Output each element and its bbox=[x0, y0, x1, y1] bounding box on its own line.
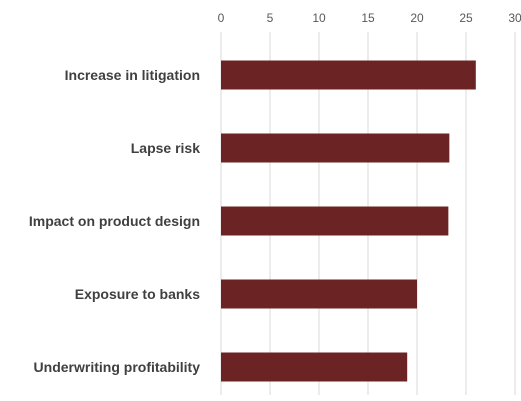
x-tick-label-25: 25 bbox=[459, 11, 473, 25]
x-tick-label-5: 5 bbox=[267, 11, 274, 25]
bar-exposure-to-banks bbox=[221, 279, 417, 309]
x-tick-label-20: 20 bbox=[410, 11, 424, 25]
x-tick-label-30: 30 bbox=[508, 11, 521, 25]
bar-lapse-risk bbox=[221, 133, 450, 163]
bar-increase-in-litigation bbox=[221, 60, 476, 90]
bars bbox=[221, 60, 476, 382]
bar-impact-on-product-design bbox=[221, 206, 449, 236]
x-axis-ticks: 0 5 10 15 20 25 30 bbox=[218, 11, 521, 25]
x-tick-label-15: 15 bbox=[361, 11, 375, 25]
bar-underwriting-profitability bbox=[221, 352, 408, 382]
x-tick-label-0: 0 bbox=[218, 11, 225, 25]
category-label-impact-on-product-design: Impact on product design bbox=[29, 213, 200, 229]
category-label-lapse-risk: Lapse risk bbox=[131, 140, 200, 156]
category-label-underwriting-profitability: Underwriting profitability bbox=[34, 359, 201, 375]
category-labels: Increase in litigation Lapse risk Impact o… bbox=[29, 67, 200, 375]
x-tick-label-10: 10 bbox=[312, 11, 326, 25]
category-label-increase-in-litigation: Increase in litigation bbox=[65, 67, 200, 83]
category-label-exposure-to-banks: Exposure to banks bbox=[75, 286, 200, 302]
